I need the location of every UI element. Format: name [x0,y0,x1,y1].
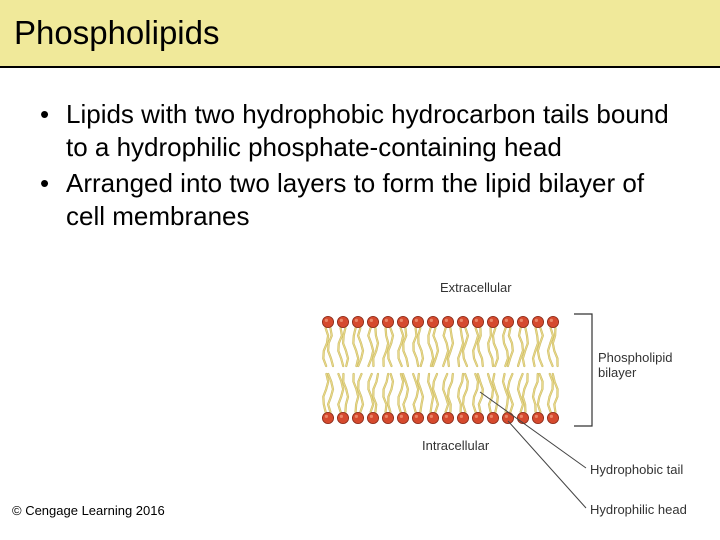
copyright-text: © Cengage Learning 2016 [12,503,165,518]
label-extracellular: Extracellular [440,280,512,295]
label-bilayer: Phospholipid bilayer [598,350,698,380]
bilayer-svg [292,270,712,530]
bullet-list: Lipids with two hydrophobic hydrocarbon … [30,98,690,232]
bullet-item: Arranged into two layers to form the lip… [30,167,690,232]
label-intracellular: Intracellular [422,438,489,453]
slide-content: Lipids with two hydrophobic hydrocarbon … [0,68,720,232]
slide-header: Phospholipids [0,0,720,68]
slide-title: Phospholipids [14,14,219,52]
bullet-item: Lipids with two hydrophobic hydrocarbon … [30,98,690,163]
label-head: Hydrophilic head [590,502,687,517]
label-tail: Hydrophobic tail [590,462,683,477]
bilayer-diagram: Extracellular Intracellular Phospholipid… [292,270,712,530]
